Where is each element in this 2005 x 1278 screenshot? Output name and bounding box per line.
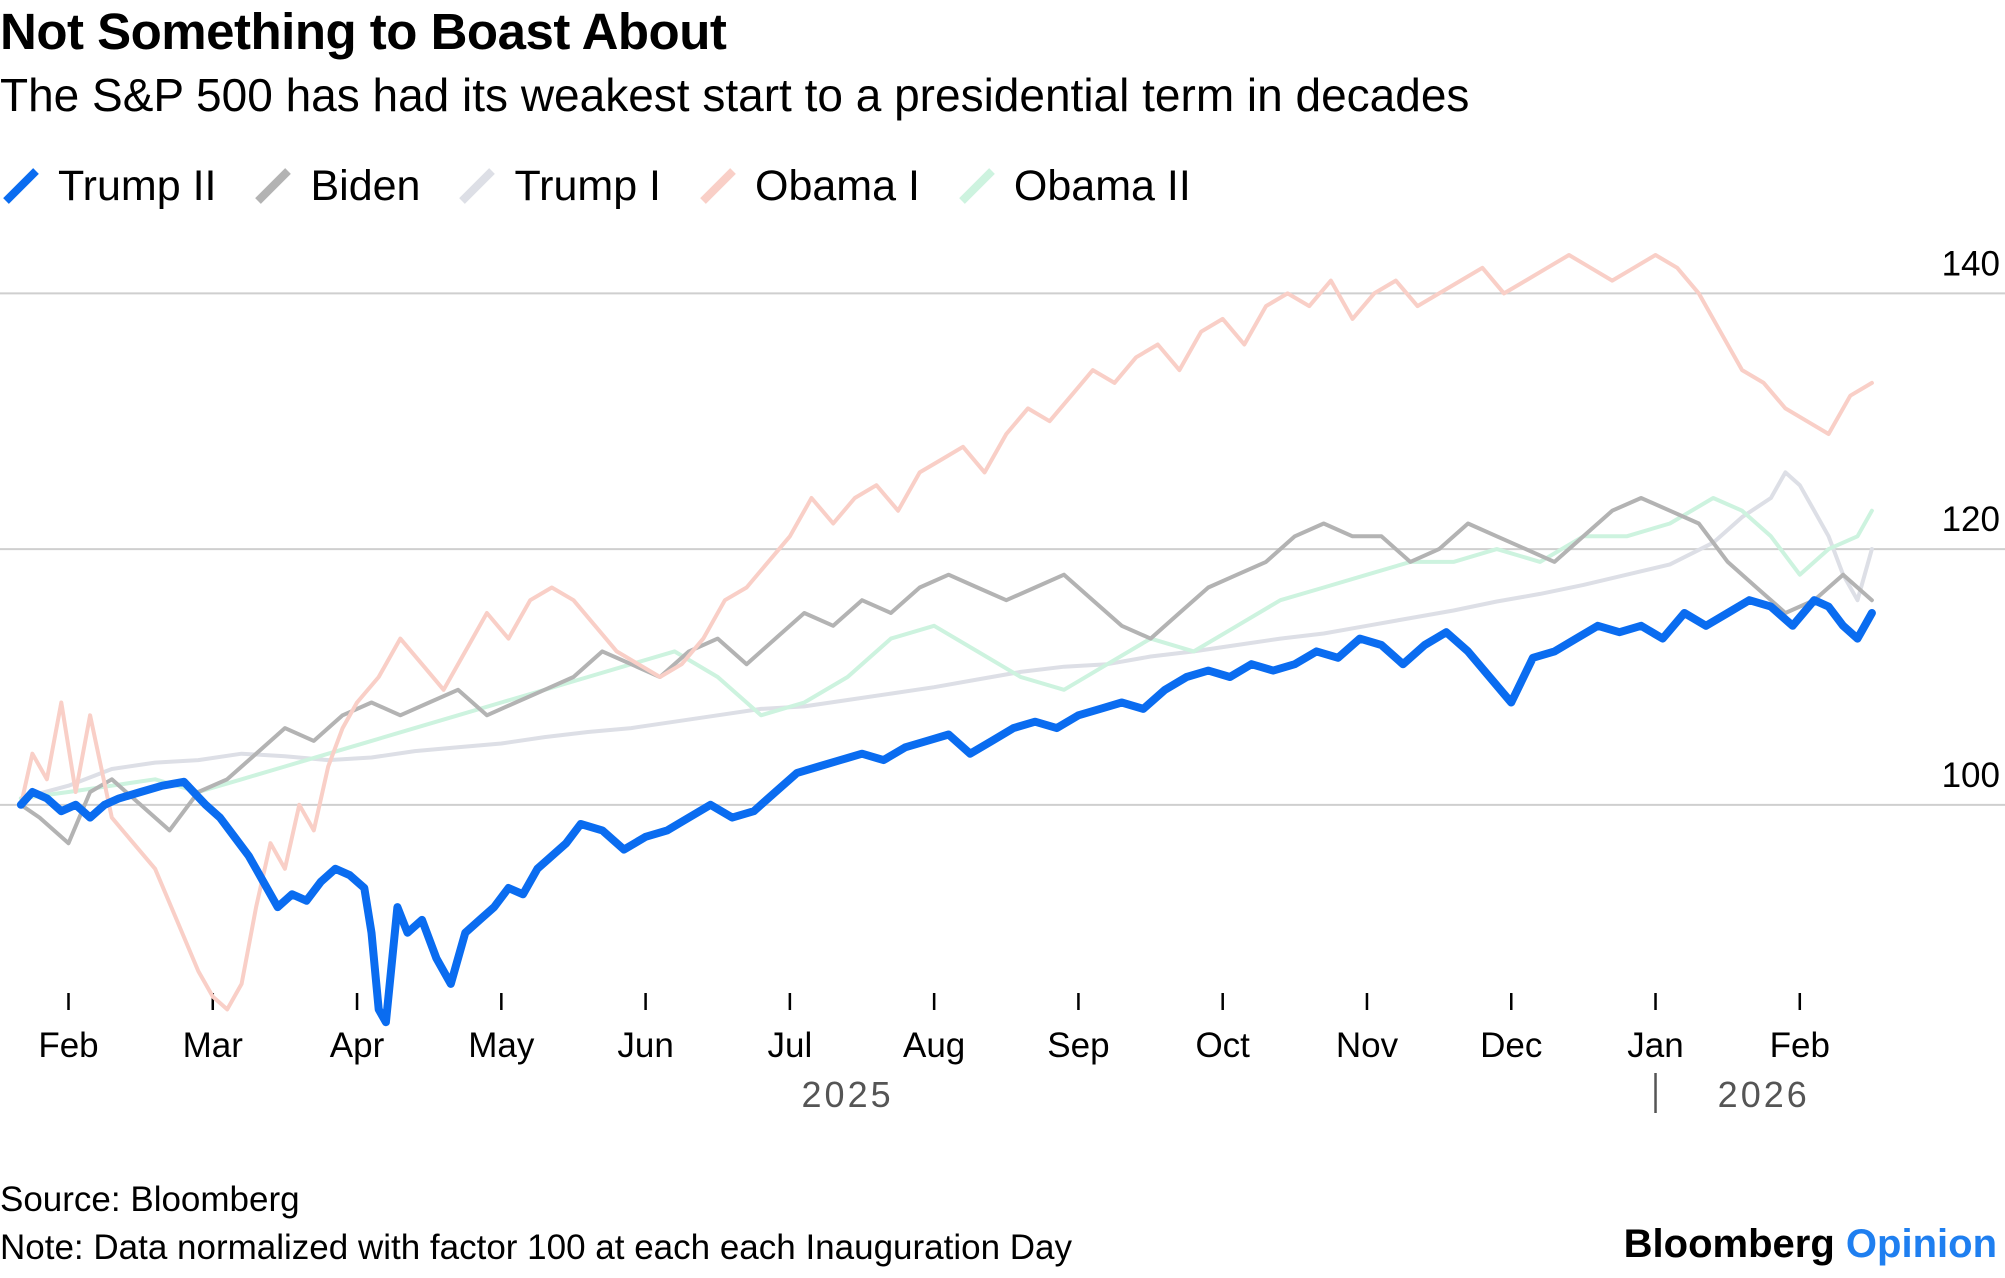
brand-accent: Opinion xyxy=(1845,1222,1997,1266)
legend-swatch-obama1 xyxy=(700,168,736,204)
legend-label: Obama I xyxy=(755,161,920,210)
chart-legend: Trump II Biden Trump I Obama I Obama II xyxy=(0,160,1227,212)
x-tick-label: Apr xyxy=(330,1026,385,1065)
legend-label: Obama II xyxy=(1013,161,1191,210)
legend-item-obama2: Obama II xyxy=(956,162,1191,211)
legend-item-trump2: Trump II xyxy=(0,162,216,211)
legend-swatch-biden xyxy=(255,168,292,204)
year-label: 2025 xyxy=(802,1074,894,1115)
chart-title: Not Something to Boast About xyxy=(0,3,727,60)
legend-item-biden: Biden xyxy=(252,162,420,211)
x-tick-label: Feb xyxy=(38,1026,98,1065)
legend-item-trump1: Trump I xyxy=(456,162,661,211)
y-tick-label: 120 xyxy=(1942,500,2000,539)
year-label: 2026 xyxy=(1718,1074,1810,1115)
series-line-obama2 xyxy=(18,496,1874,801)
series-line-biden xyxy=(18,496,1874,846)
note-text: Note: Data normalized with factor 100 at… xyxy=(0,1228,1073,1267)
x-tick-label: May xyxy=(468,1026,535,1065)
x-tick-label: Dec xyxy=(1480,1026,1542,1065)
y-tick-label: 140 xyxy=(1942,244,2000,283)
x-tick-label: Aug xyxy=(903,1026,965,1065)
line-chart: 100 120 140 Feb Mar Apr May Jun Jul Aug Sep Oct Nov D… xyxy=(0,244,2005,1115)
x-tick-label: Feb xyxy=(1770,1026,1830,1065)
x-tick-label: Oct xyxy=(1195,1026,1250,1065)
legend-swatch-trump2 xyxy=(3,168,39,204)
legend-item-obama1: Obama I xyxy=(697,162,920,211)
chart-subtitle: The S&P 500 has had its weakest start to… xyxy=(0,69,1470,121)
series-line-obama1 xyxy=(18,253,1874,1012)
brand-main: Bloomberg xyxy=(1623,1222,1835,1266)
x-tick-label: Sep xyxy=(1047,1026,1109,1065)
series-line-trump1 xyxy=(18,470,1874,801)
series-line-trump2 xyxy=(16,596,1876,1027)
x-tick-label: Nov xyxy=(1336,1026,1399,1065)
source-text: Source: Bloomberg xyxy=(0,1180,300,1219)
x-tick-label: Jun xyxy=(617,1026,673,1065)
legend-label: Biden xyxy=(310,161,421,210)
legend-swatch-obama2 xyxy=(959,168,995,204)
x-tick-label: Mar xyxy=(183,1026,244,1065)
y-tick-label: 100 xyxy=(1942,756,2000,795)
legend-swatch-trump1 xyxy=(459,168,496,204)
x-tick-label: Jan xyxy=(1627,1026,1683,1065)
legend-label: Trump II xyxy=(58,161,217,210)
x-tick-label: Jul xyxy=(767,1026,812,1065)
legend-label: Trump I xyxy=(514,161,662,210)
bloomberg-opinion-logo: Bloomberg Opinion xyxy=(1624,1222,1997,1267)
